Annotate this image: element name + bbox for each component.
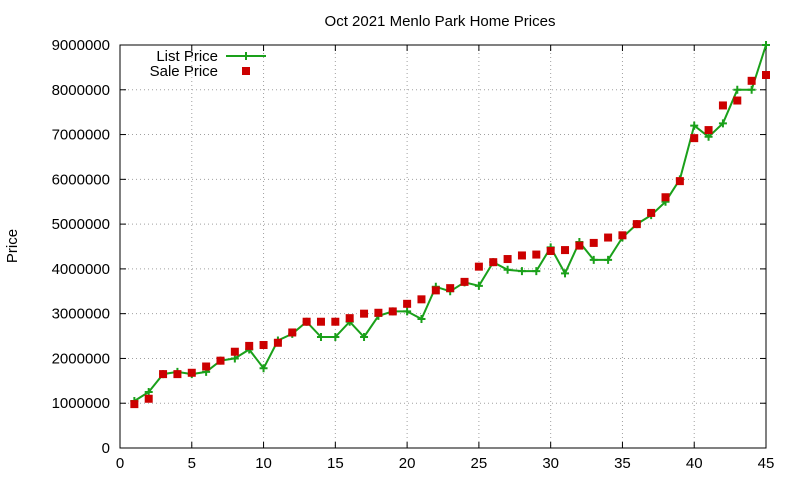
- x-tick-label: 0: [116, 455, 124, 472]
- y-tick-label: 0: [102, 440, 110, 457]
- x-tick-label: 5: [188, 455, 196, 472]
- sale-price-point: [403, 299, 412, 308]
- list-price-line: [133, 44, 767, 402]
- sale-price-point: [675, 177, 684, 186]
- series-layer: [130, 41, 770, 409]
- list-price-point: [316, 332, 325, 341]
- list-price-point: [604, 255, 613, 264]
- sale-price-point: [460, 277, 469, 286]
- list-price-point: [733, 85, 742, 94]
- y-tick-label: 5000000: [52, 216, 110, 233]
- sale-price-point: [259, 341, 268, 350]
- list-price-point: [144, 388, 153, 397]
- y-tick-label: 6000000: [52, 171, 110, 188]
- y-tick-label: 7000000: [52, 127, 110, 144]
- sale-price-point: [360, 309, 369, 318]
- sale-price-point: [546, 246, 555, 255]
- sale-price-point: [690, 134, 699, 143]
- x-tick-label: 35: [614, 455, 631, 472]
- axis-ticks: 0 5 10 15 20 25 30 35 40 45 0 1000000 2000000 3000000…: [52, 37, 775, 472]
- sale-price-point: [503, 255, 512, 264]
- list-price-point: [259, 364, 268, 373]
- sale-price-point: [130, 400, 139, 409]
- sale-price-point: [618, 231, 627, 240]
- sale-price-point: [288, 328, 297, 337]
- sale-price-point: [173, 370, 182, 379]
- sale-price-point: [202, 362, 211, 371]
- sale-price-point: [489, 258, 498, 267]
- list-price-point: [561, 269, 570, 278]
- legend-marker-list-price: [242, 52, 250, 60]
- list-price-point: [762, 41, 770, 49]
- y-tick-label: 1000000: [52, 395, 110, 412]
- legend-label-sale-price: Sale Price: [150, 63, 218, 80]
- list-price-point: [230, 354, 239, 363]
- x-tick-label: 10: [255, 455, 272, 472]
- list-price-point: [517, 267, 526, 276]
- plot-border: [119, 44, 767, 449]
- sale-price-point: [417, 295, 426, 304]
- sale-price-point: [159, 370, 168, 379]
- y-axis-label: Price: [4, 229, 21, 263]
- legend-label-list-price: List Price: [156, 48, 218, 65]
- y-tick-label: 4000000: [52, 261, 110, 278]
- list-price-point: [417, 315, 426, 324]
- sale-price-point: [216, 356, 225, 365]
- list-price-point: [718, 119, 727, 128]
- list-price-point: [474, 281, 483, 290]
- y-tick-label: 8000000: [52, 82, 110, 99]
- grid: [120, 45, 766, 448]
- sale-price-point: [704, 126, 713, 135]
- sale-price-point: [733, 96, 742, 105]
- sale-price-point: [647, 208, 656, 217]
- list-price-point: [704, 132, 713, 141]
- legend-marker-sale-price: [242, 67, 250, 75]
- sale-price-point: [532, 250, 541, 259]
- x-tick-label: 30: [542, 455, 559, 472]
- sale-price-point: [561, 246, 570, 255]
- list-price-point: [747, 85, 756, 94]
- y-tick-label: 9000000: [52, 37, 110, 54]
- y-tick-label: 2000000: [52, 350, 110, 367]
- sale-price-point: [187, 368, 196, 377]
- sale-price-point: [604, 233, 613, 242]
- sale-price-point: [474, 262, 483, 271]
- x-tick-label: 45: [758, 455, 775, 472]
- sale-price-point: [661, 193, 670, 202]
- sale-price-point: [517, 251, 526, 260]
- sale-price-point: [589, 238, 598, 247]
- list-price-point: [403, 307, 412, 316]
- sale-price-point: [345, 314, 354, 323]
- sale-price-point: [245, 341, 254, 350]
- sale-price-point: [144, 394, 153, 403]
- sale-price-point: [273, 338, 282, 347]
- list-price-point: [589, 255, 598, 264]
- sale-price-point: [374, 308, 383, 317]
- sale-price-point: [331, 317, 340, 326]
- x-tick-label: 15: [327, 455, 344, 472]
- list-price-point: [690, 121, 699, 130]
- sale-price-point: [302, 317, 311, 326]
- list-price-point: [360, 332, 369, 341]
- x-tick-label: 20: [399, 455, 416, 472]
- list-price-point: [503, 265, 512, 274]
- chart-title: Oct 2021 Menlo Park Home Prices: [325, 13, 556, 30]
- y-tick-label: 3000000: [52, 306, 110, 323]
- sale-price-point: [316, 317, 325, 326]
- sale-price-point: [446, 284, 455, 293]
- sale-price-point: [431, 286, 440, 295]
- list-price-point: [532, 267, 541, 276]
- sale-price-point: [762, 71, 770, 80]
- x-tick-label: 40: [686, 455, 703, 472]
- sale-price-point: [230, 347, 239, 356]
- list-price-point: [331, 332, 340, 341]
- x-tick-label: 25: [471, 455, 488, 472]
- sale-price-point: [747, 76, 756, 85]
- sale-price-point: [718, 101, 727, 110]
- sale-price-point: [632, 220, 641, 229]
- sale-price-point: [575, 241, 584, 250]
- sale-price-point: [388, 307, 397, 316]
